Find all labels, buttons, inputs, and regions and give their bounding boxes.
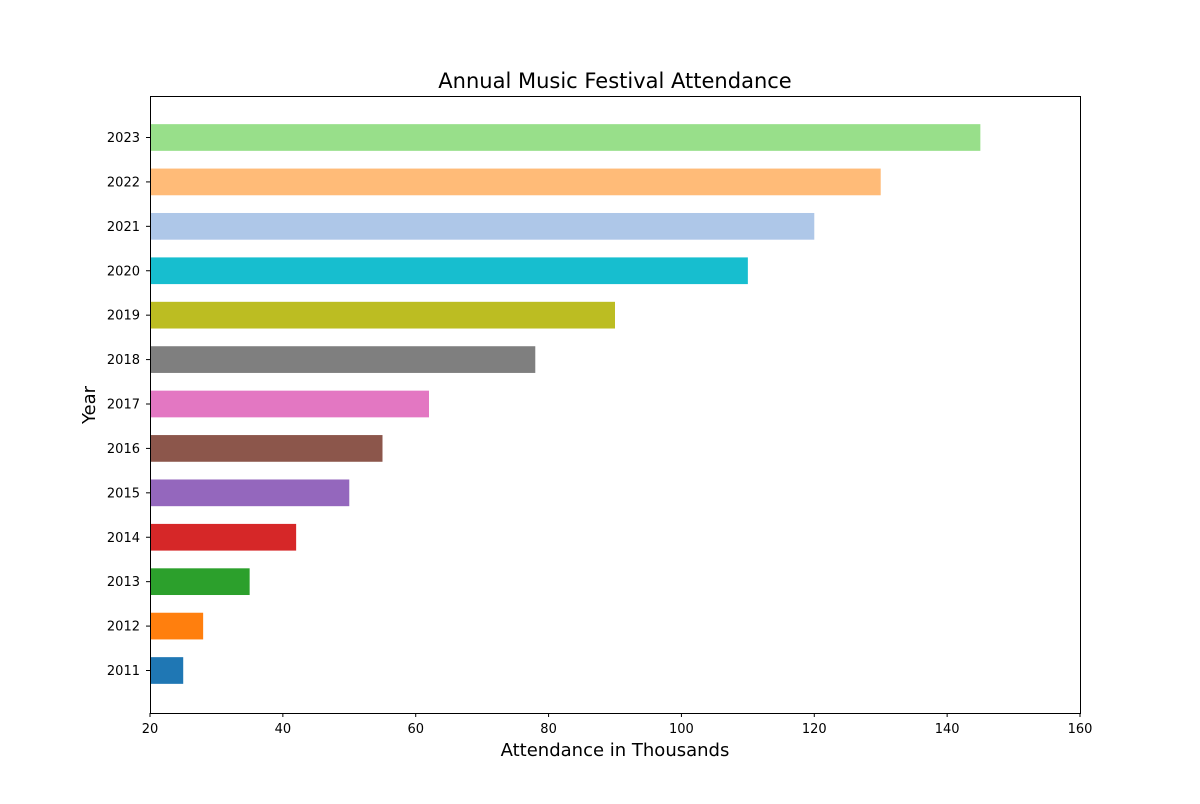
y-tick-label: 2015	[107, 486, 140, 501]
x-axis-ticks: 20 40 60 80 100 120 140 160	[142, 713, 1093, 737]
y-tick-label: 2018	[107, 353, 140, 368]
bar-2019	[150, 301, 615, 329]
bar-2018	[150, 346, 536, 373]
y-tick-label: 2017	[107, 398, 140, 413]
y-tick-label: 2016	[107, 442, 140, 457]
bar-2023	[150, 124, 981, 151]
plot-frame	[150, 96, 1081, 714]
y-tick-label: 2023	[107, 131, 140, 146]
x-tick-label: 20	[142, 722, 159, 737]
y-tick-label: 2012	[107, 620, 140, 635]
x-tick-label: 80	[540, 722, 557, 737]
y-axis-label: Year	[79, 385, 100, 425]
y-tick-label: 2019	[107, 309, 140, 324]
y-axis-ticks: 2011 2012 2013 2014 2015 2016 2017 2018 2019 2020…	[107, 131, 150, 679]
bar-2011	[150, 657, 184, 684]
bars-group	[150, 124, 981, 684]
bar-2021	[150, 212, 815, 240]
x-tick-label: 120	[802, 722, 827, 737]
x-tick-label: 160	[1068, 722, 1093, 737]
bar-2017	[150, 390, 429, 418]
y-tick-label: 2020	[107, 264, 140, 279]
y-tick-label: 2021	[107, 220, 140, 235]
bar-2013	[150, 568, 250, 596]
x-tick-label: 140	[935, 722, 960, 737]
x-tick-label: 100	[669, 722, 694, 737]
bar-2020	[150, 257, 748, 285]
y-tick-label: 2011	[107, 664, 140, 679]
x-axis-label: Attendance in Thousands	[501, 740, 730, 761]
chart-title: Annual Music Festival Attendance	[438, 69, 791, 93]
bar-2014	[150, 523, 297, 551]
y-tick-label: 2013	[107, 575, 140, 590]
bar-2022	[150, 168, 881, 196]
y-tick-label: 2022	[107, 175, 140, 190]
y-tick-label: 2014	[107, 531, 140, 546]
x-tick-label: 40	[275, 722, 292, 737]
bar-2016	[150, 435, 383, 462]
bar-2012	[150, 612, 204, 640]
x-tick-label: 60	[407, 722, 424, 737]
bar-2015	[150, 479, 350, 507]
